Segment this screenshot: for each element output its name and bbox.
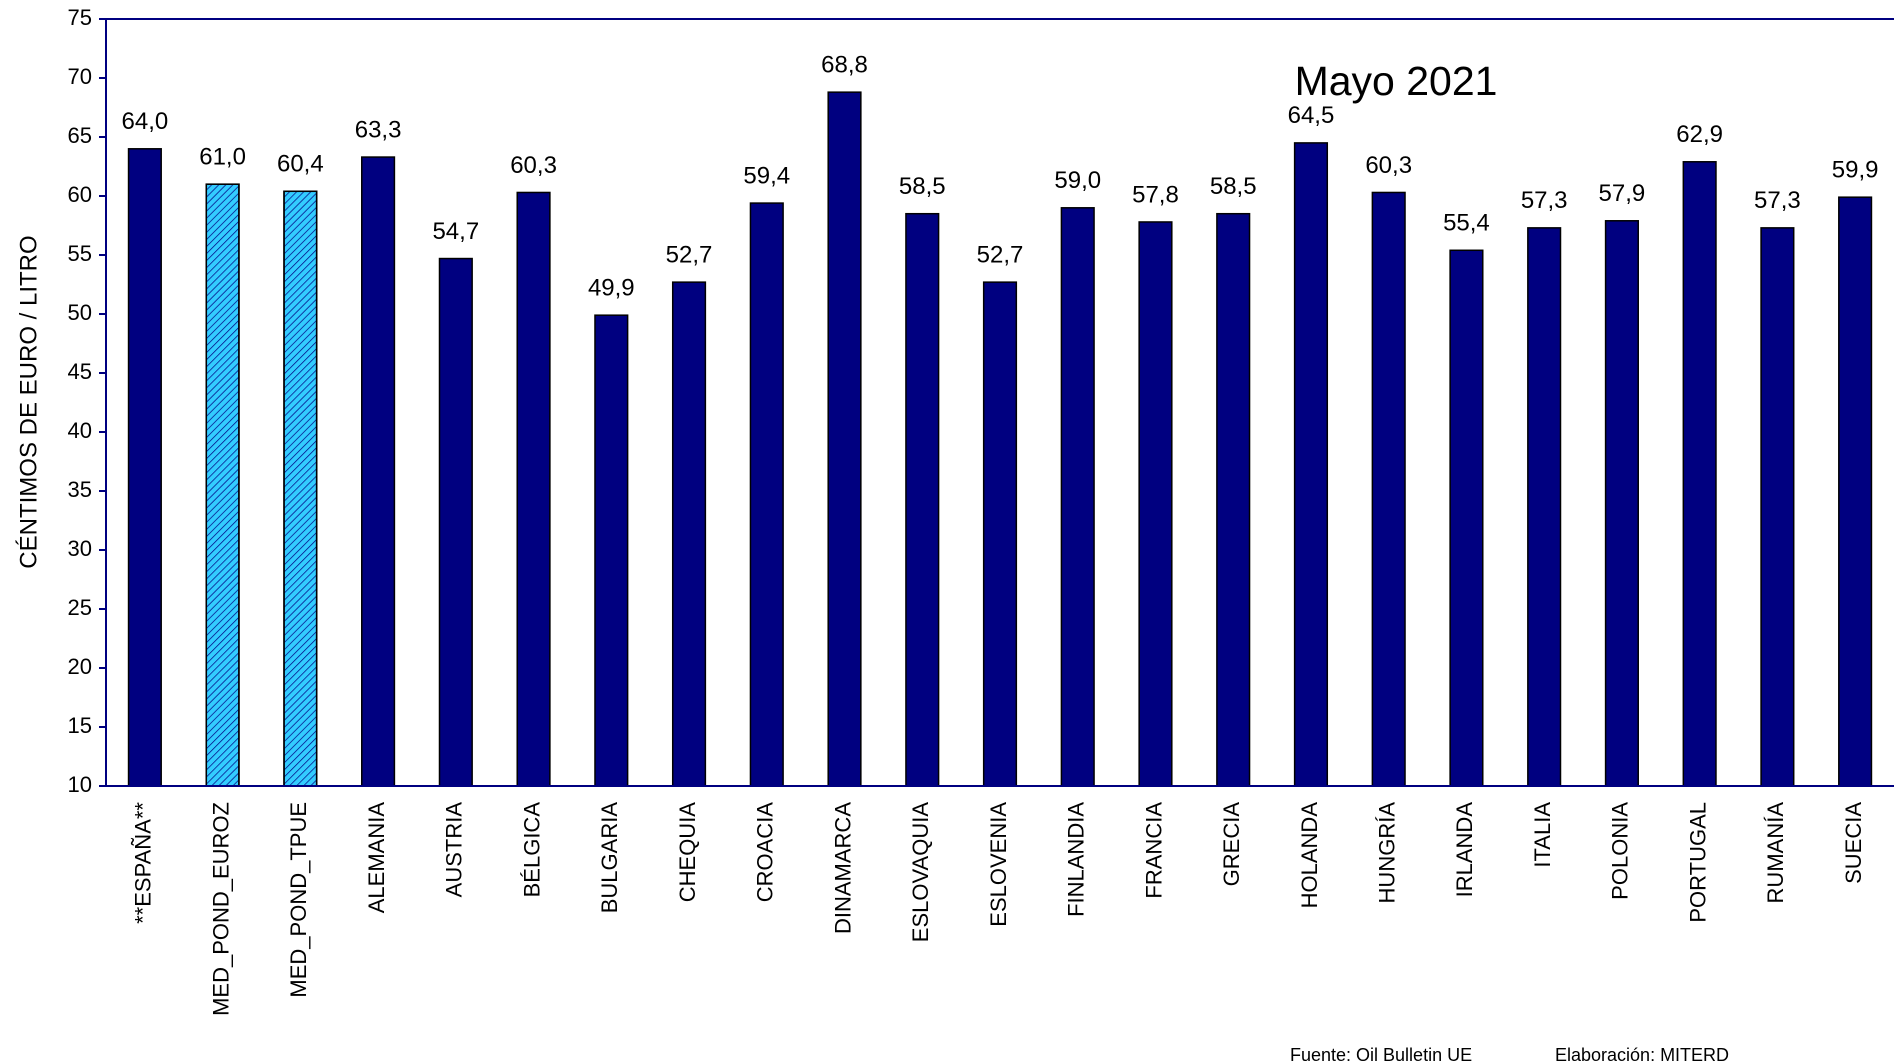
y-tick-label: 40 [68, 418, 92, 443]
y-tick-label: 70 [68, 64, 92, 89]
y-tick-label: 65 [68, 123, 92, 148]
x-tick-label: CHEQUIA [675, 802, 700, 903]
bar [361, 156, 396, 787]
value-label: 60,4 [277, 151, 324, 178]
value-label: 54,7 [432, 218, 479, 245]
bar [594, 314, 629, 787]
value-label: 52,7 [666, 241, 713, 268]
value-label: 59,4 [743, 162, 790, 189]
x-tick-label: BÉLGICA [519, 802, 544, 898]
bar [1293, 142, 1329, 787]
x-tick-label: ESLOVAQUIA [908, 802, 933, 943]
y-tick-label: 50 [68, 300, 92, 325]
x-tick-label: AUSTRIA [442, 802, 467, 898]
x-tick-label: MED_POND_EUROZ [208, 802, 233, 1016]
x-tick-label: BULGARIA [597, 802, 622, 914]
value-label: 63,3 [355, 116, 402, 143]
value-label: 57,3 [1521, 187, 1568, 214]
x-tick-label: SUECIA [1841, 802, 1866, 884]
x-tick-label: RUMANÍA [1763, 802, 1788, 904]
bar [1060, 207, 1095, 787]
bar [1527, 227, 1562, 787]
value-label: 57,9 [1599, 180, 1646, 207]
y-tick-label: 45 [68, 359, 92, 384]
y-tick-label: 35 [68, 477, 92, 502]
x-tick-label: FINLANDIA [1064, 802, 1089, 917]
bar-hatch [283, 190, 318, 787]
value-label: 59,9 [1832, 157, 1879, 184]
x-tick-label: HOLANDA [1297, 802, 1322, 909]
value-label: 58,5 [1210, 173, 1257, 200]
y-tick-label: 25 [68, 595, 92, 620]
value-label: 68,8 [821, 52, 868, 79]
bar [905, 212, 940, 787]
bar [1138, 221, 1173, 787]
y-tick-label: 30 [68, 536, 92, 561]
value-label: 61,0 [199, 144, 246, 171]
y-tick-label: 75 [68, 5, 92, 30]
chart-title: Mayo 2021 [1295, 58, 1498, 104]
x-tick-label: CROACIA [753, 802, 778, 903]
x-tick-label: **ESPAÑA** [131, 802, 156, 924]
value-label: 58,5 [899, 173, 946, 200]
value-label: 64,0 [122, 108, 169, 135]
bar [438, 257, 473, 787]
y-tick-label: 15 [68, 713, 92, 738]
y-tick-label: 55 [68, 241, 92, 266]
bar-hatch [205, 183, 240, 787]
source-note: Fuente: Oil Bulletin UE [1290, 1045, 1472, 1062]
y-tick-label: 20 [68, 654, 92, 679]
x-tick-label: IRLANDA [1452, 802, 1477, 898]
bar [1682, 161, 1717, 787]
bar [1760, 227, 1795, 787]
x-tick-label: ITALIA [1530, 802, 1555, 868]
x-tick-label: MED_POND_TPUE [286, 802, 311, 998]
x-tick-label: DINAMARCA [830, 802, 855, 934]
x-tick-label: HUNGRÍA [1375, 802, 1400, 904]
value-label: 60,3 [1365, 152, 1412, 179]
bar [1604, 220, 1639, 787]
bar [749, 202, 784, 787]
value-label: 57,8 [1132, 181, 1179, 208]
credit-note: Elaboración: MITERD [1555, 1045, 1729, 1062]
x-tick-label: PORTUGAL [1685, 802, 1710, 923]
value-label: 59,0 [1054, 167, 1101, 194]
bar [127, 148, 162, 787]
bar [1449, 249, 1484, 787]
bar [827, 91, 862, 787]
y-tick-label: 60 [68, 182, 92, 207]
y-tick-label: 10 [68, 772, 92, 797]
x-tick-label: ALEMANIA [364, 802, 389, 914]
value-label: 52,7 [977, 241, 1024, 268]
value-label: 60,3 [510, 152, 557, 179]
value-label: 49,9 [588, 275, 635, 302]
bar [516, 191, 551, 787]
x-tick-label: POLONIA [1608, 802, 1633, 900]
y-axis-label: CÉNTIMOS DE EURO / LITRO [15, 235, 42, 568]
bar [982, 281, 1018, 787]
value-label: 62,9 [1676, 121, 1723, 148]
x-tick-label: FRANCIA [1141, 802, 1166, 899]
value-label: 64,5 [1288, 102, 1335, 129]
x-tick-label: GRECIA [1219, 802, 1244, 887]
bar [1838, 196, 1873, 787]
x-tick-label: ESLOVENIA [986, 802, 1011, 927]
value-label: 55,4 [1443, 210, 1490, 237]
bar [1216, 212, 1251, 787]
bar [671, 281, 707, 787]
value-label: 57,3 [1754, 187, 1801, 214]
bar [1371, 191, 1406, 787]
